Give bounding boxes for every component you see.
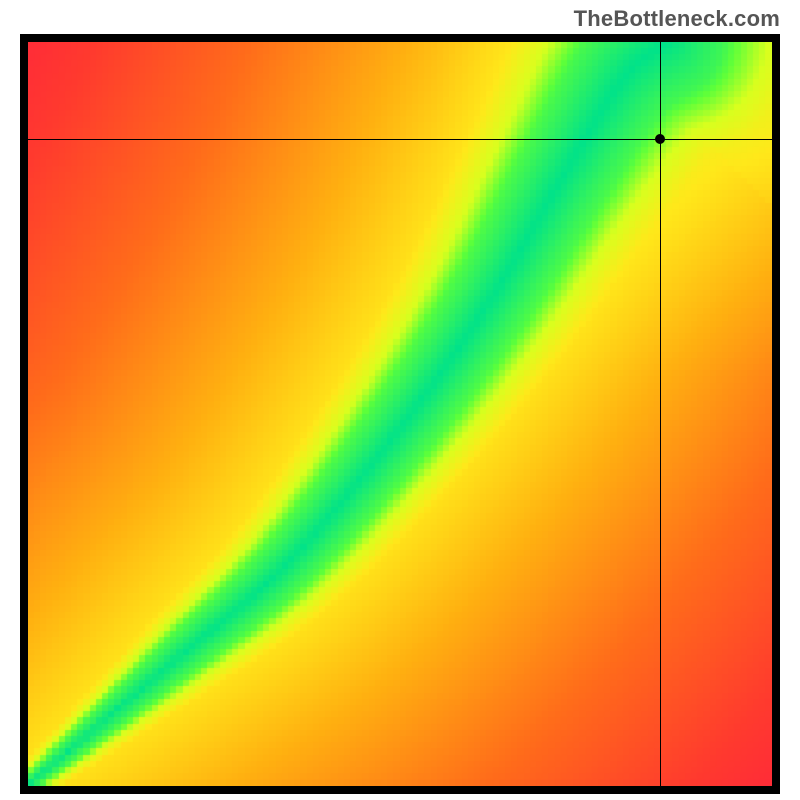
crosshair-vertical bbox=[660, 42, 661, 786]
operating-point-marker bbox=[655, 134, 665, 144]
watermark-text: TheBottleneck.com bbox=[574, 6, 780, 32]
figure-container: { "watermark": { "text": "TheBottleneck.… bbox=[0, 0, 800, 800]
plot-area bbox=[20, 34, 780, 794]
